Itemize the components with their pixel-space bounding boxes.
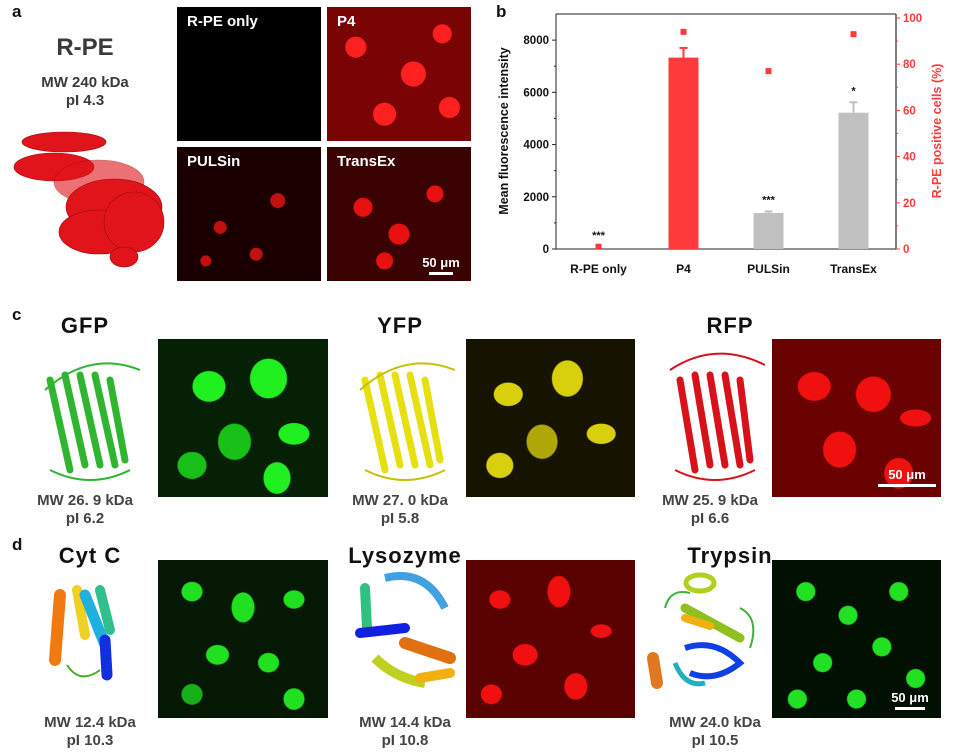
scale-bar-line [895, 707, 925, 710]
bar-chart: 0 2000 4000 6000 8000 0 20 40 60 80 100 *** R-PE onl… [497, 13, 944, 276]
y-right-tick-label: 0 [903, 244, 909, 256]
y-right-tick-label: 40 [903, 152, 916, 164]
scatter-point [765, 68, 772, 75]
yfp-mw: MW 27. 0 kDa [352, 492, 448, 509]
scale-bar: 50 μm [417, 255, 465, 275]
panel-b-letter: b [496, 2, 507, 21]
micrograph-label: P4 [337, 13, 356, 30]
cytc-title: Cyt C [58, 543, 122, 568]
scatter-point [850, 31, 857, 38]
significance-label: * [851, 85, 856, 97]
trypsin-title: Trypsin [687, 543, 773, 568]
lysozyme-title: Lysozyme [348, 543, 462, 568]
trypsin-pi: pI 10.5 [691, 732, 739, 749]
x-tick-label: P4 [676, 262, 691, 276]
y-right-tick-label: 60 [903, 105, 916, 117]
y-tick-label: 0 [543, 244, 549, 256]
rpe-pi: pI 4.3 [65, 92, 105, 109]
micrograph-lysozyme [466, 560, 635, 718]
scale-bar-line [429, 272, 453, 275]
micrograph-transex: TransEx 50 μm [327, 147, 471, 281]
significance-label: *** [762, 194, 776, 206]
x-tick-label: TransEx [830, 262, 877, 276]
micrograph-label: R-PE only [187, 13, 258, 30]
micrograph-rfp: 50 μm [772, 339, 941, 497]
y-tick-label: 2000 [523, 192, 549, 204]
gfp-pi: pI 6.2 [65, 510, 105, 527]
micrograph-label: PULSin [187, 153, 241, 170]
yfp-structure-image [359, 362, 456, 481]
micrograph-cytc [158, 560, 328, 718]
bar [753, 212, 784, 249]
yfp-pi: pI 5.8 [380, 510, 420, 527]
micrograph-yfp [466, 339, 635, 497]
gfp-structure-image [44, 362, 141, 481]
panel-a-letter: a [12, 2, 22, 21]
micrograph-trypsin: 50 μm [772, 560, 941, 718]
bar [838, 112, 869, 249]
y-right-tick-label: 100 [903, 13, 922, 25]
cytc-pi: pI 10.3 [66, 732, 114, 749]
rfp-structure-image [669, 352, 766, 481]
scale-bar: 50 μm [887, 690, 933, 710]
gfp-title: GFP [60, 313, 110, 338]
panel-c-letter: c [12, 305, 22, 324]
micrograph-rpe-only: R-PE only [177, 7, 321, 141]
scale-bar: 50 μm [877, 467, 937, 487]
y-axis-right-label: R-PE positive cells (%) [930, 64, 944, 199]
y-right-tick-label: 80 [903, 59, 916, 71]
yfp-title: YFP [377, 313, 423, 338]
rfp-mw: MW 25. 9 kDa [662, 492, 758, 509]
y-tick-label: 8000 [523, 35, 549, 47]
trypsin-structure-image [647, 572, 755, 689]
scale-bar-label: 50 μm [888, 467, 926, 482]
x-tick-label: PULSin [747, 262, 790, 276]
rpe-title: R-PE [56, 34, 114, 61]
lysozyme-pi: pI 10.8 [381, 732, 429, 749]
y-axis-label: Mean fluorescence intensity [497, 47, 511, 214]
micrograph-gfp [158, 339, 328, 497]
x-tick-label: R-PE only [570, 262, 627, 276]
scatter-point [680, 28, 687, 35]
scale-bar-line [878, 484, 936, 487]
gfp-mw: MW 26. 9 kDa [37, 492, 133, 509]
rpe-mw: MW 240 kDa [41, 74, 129, 91]
scale-bar-label: 50 μm [891, 690, 929, 705]
y-right-tick-label: 20 [903, 198, 916, 210]
rpe-structure-image [13, 131, 165, 268]
scale-bar-label: 50 μm [422, 255, 460, 270]
micrograph-label: TransEx [337, 153, 396, 170]
trypsin-mw: MW 24.0 kDa [669, 714, 761, 731]
lysozyme-mw: MW 14.4 kDa [359, 714, 451, 731]
rfp-title: RFP [706, 313, 754, 338]
scatter-point [595, 243, 602, 250]
cytc-structure-image [49, 585, 115, 681]
lysozyme-structure-image [355, 572, 456, 688]
y-tick-label: 4000 [523, 140, 549, 152]
significance-label: *** [592, 230, 606, 242]
cytc-mw: MW 12.4 kDa [44, 714, 136, 731]
panel-d-letter: d [12, 535, 23, 554]
micrograph-p4: P4 [327, 7, 471, 141]
y-tick-label: 6000 [523, 87, 549, 99]
micrograph-pulsin: PULSin [177, 147, 321, 281]
rfp-pi: pI 6.6 [690, 510, 730, 527]
bar [668, 57, 699, 249]
